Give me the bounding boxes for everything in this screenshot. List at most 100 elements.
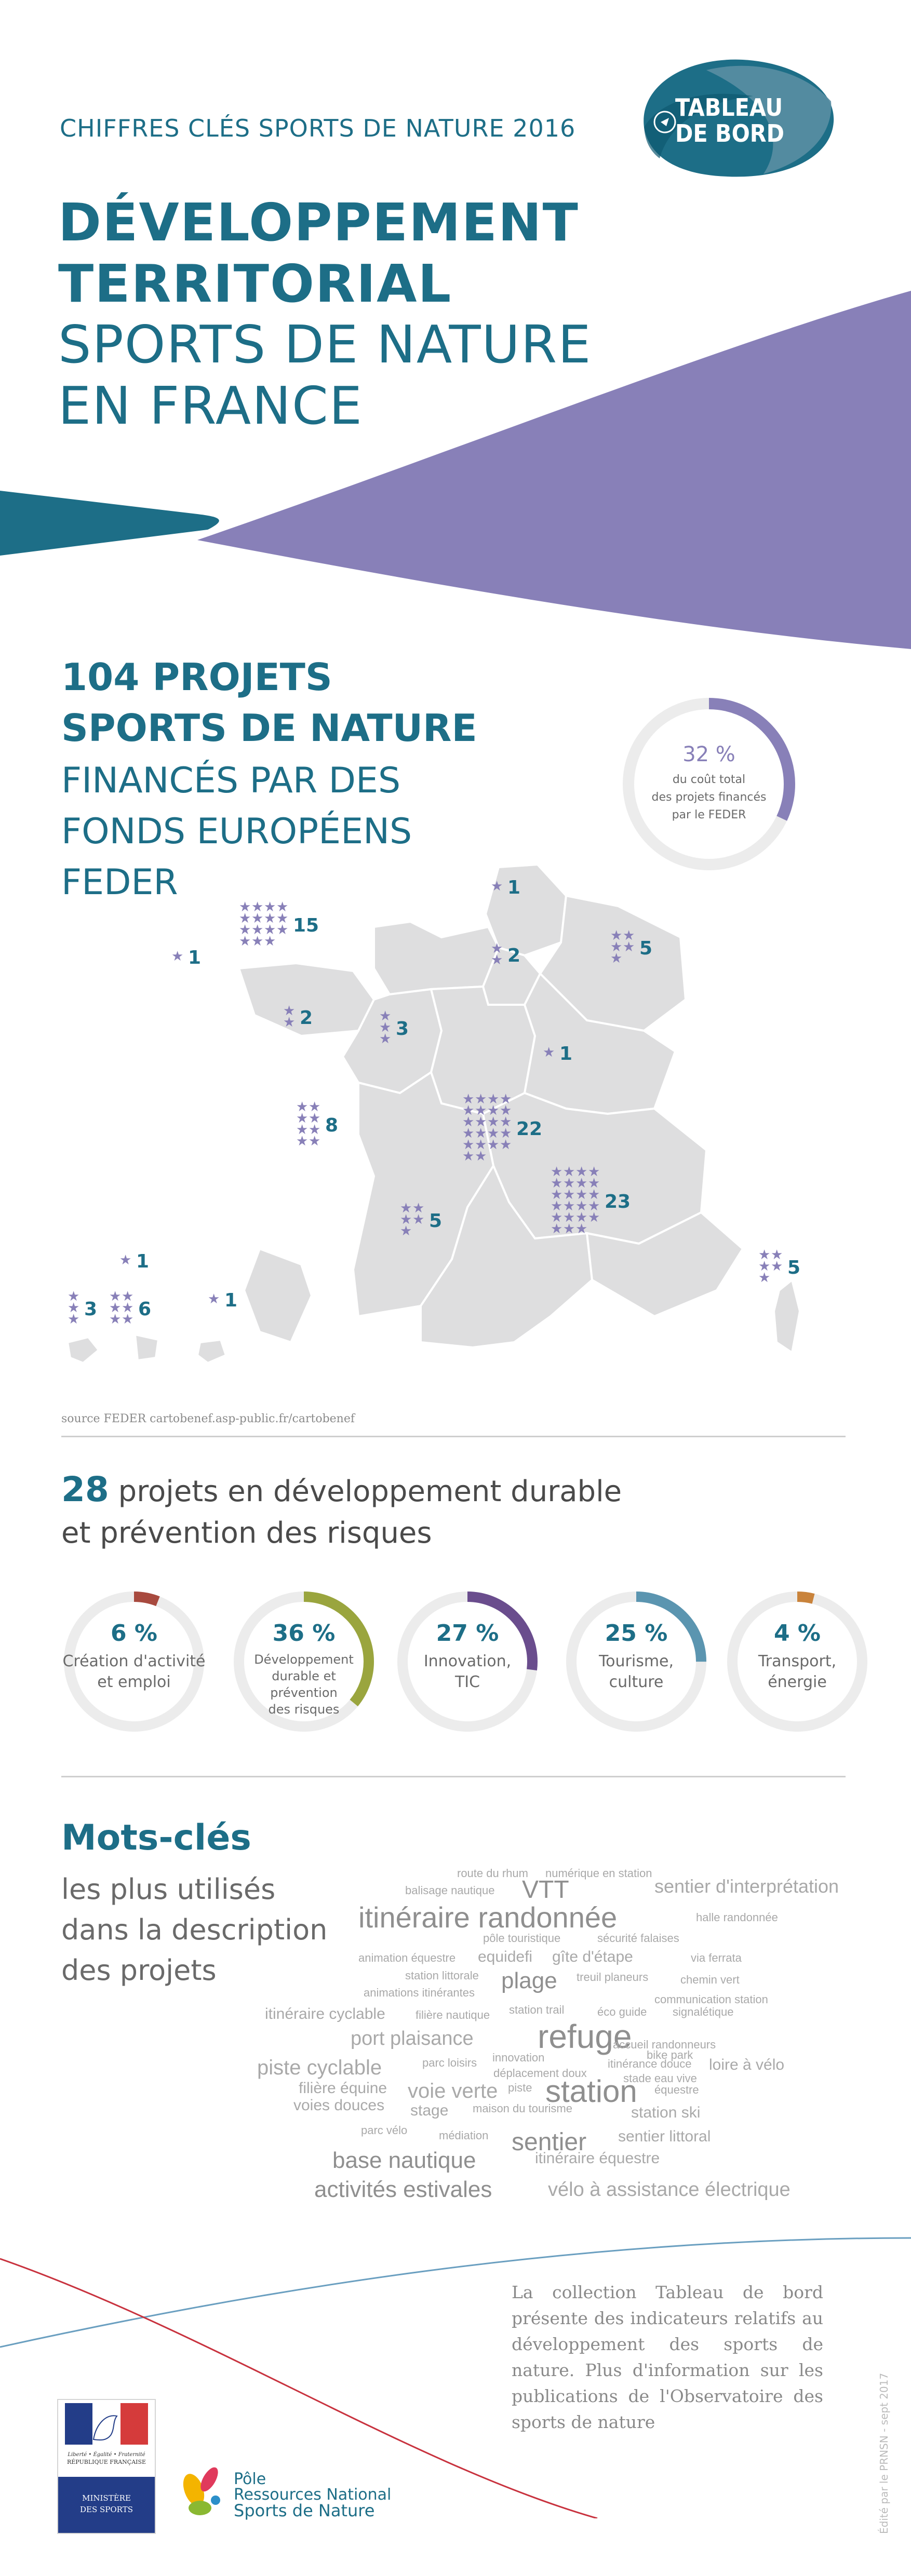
- star-icon: ★: [122, 1300, 133, 1316]
- star-icon: ★: [575, 1210, 587, 1225]
- star-icon: ★: [500, 1091, 512, 1107]
- star-icon: ★: [475, 1149, 487, 1164]
- keyword: VTT: [522, 1876, 569, 1904]
- star-icon: ★: [462, 1137, 474, 1153]
- region-count: 1: [188, 947, 201, 968]
- star-icon: ★: [264, 899, 276, 915]
- durable-donut: [64, 1592, 204, 1732]
- star-icon: ★: [309, 1111, 320, 1126]
- durable-pct: 6 %: [110, 1620, 158, 1647]
- region-count: 5: [639, 938, 652, 959]
- star-icon: ★: [475, 1103, 487, 1118]
- star-icon: ★: [487, 1114, 499, 1130]
- keyword: plage: [501, 1968, 557, 1993]
- keyword: station ski: [631, 2104, 701, 2121]
- keywords-subtitle: les plus utilisés dans la description de…: [61, 1873, 328, 1987]
- durable-headline-line2: et prévention des risques: [61, 1516, 432, 1550]
- keyword: signalétique: [673, 2005, 734, 2018]
- durable-pct: 4 %: [773, 1620, 821, 1647]
- keyword: via ferrata: [691, 1951, 742, 1964]
- feder-share-caption: du coût total des projets financés par l…: [651, 773, 767, 821]
- region-count: 15: [293, 915, 319, 936]
- star-icon: ★: [758, 1247, 770, 1263]
- keyword: loire à vélo: [709, 2056, 785, 2073]
- keyword: voies douces: [293, 2097, 385, 2114]
- map-marker: ★ ★ ★ ★★ ★ ★ ★★ ★ ★ ★★ ★ ★15: [239, 899, 319, 949]
- star-icon: ★: [296, 1099, 308, 1115]
- star-icon: ★: [462, 1091, 474, 1107]
- star-icon: ★: [500, 1103, 512, 1118]
- star-icon: ★: [379, 1020, 391, 1035]
- star-icon: ★: [296, 1111, 308, 1126]
- star-icon: ★: [551, 1221, 562, 1237]
- map-source: source FEDER cartobenef.asp-public.fr/ca…: [61, 1412, 355, 1425]
- durable-donut: [397, 1592, 538, 1732]
- keyword: station trail: [509, 2003, 565, 2016]
- keyword: stage: [410, 2102, 449, 2119]
- region-count: 5: [787, 1257, 800, 1278]
- keyword: station: [545, 2074, 637, 2109]
- map-marker: ★ ★★ ★★ ★ 6: [109, 1289, 151, 1327]
- star-icon: ★: [588, 1198, 600, 1214]
- keyword: itinéraire randonnée: [358, 1901, 618, 1934]
- feder-share-donut: [623, 698, 795, 870]
- ministere-rf: RÉPUBLIQUE FRANÇAISE: [66, 2459, 146, 2465]
- star-icon: ★: [575, 1221, 587, 1237]
- star-icon: ★: [563, 1210, 575, 1225]
- region-guadeloupe: [68, 1336, 100, 1365]
- keyword: sentier littoral: [618, 2128, 711, 2145]
- star-icon: ★: [276, 899, 288, 915]
- map-marker: ★ ★ ★ ★★ ★ ★ ★★ ★ ★ ★★ ★ ★ ★★ ★ ★ ★★ ★ ★23: [551, 1164, 631, 1237]
- durable-donut: [566, 1592, 706, 1732]
- star-icon: ★: [475, 1126, 487, 1141]
- star-icon: ★: [251, 911, 263, 926]
- star-icon: ★: [588, 1187, 600, 1203]
- star-icon: ★: [239, 934, 251, 949]
- footer-lines: [0, 2237, 911, 2518]
- keyword: parc vélo: [361, 2124, 408, 2137]
- region-hauts-de-france: [484, 865, 568, 957]
- star-icon: ★: [487, 1137, 499, 1153]
- keyword: refuge: [538, 2018, 632, 2055]
- keyword: gîte d'étape: [552, 1948, 633, 1965]
- star-icon: ★: [239, 922, 251, 938]
- star-icon: ★: [283, 1003, 295, 1019]
- durable-donut: [234, 1592, 374, 1732]
- keyword: pôle touristique: [483, 1932, 561, 1945]
- keyword: éco guide: [597, 2005, 647, 2018]
- durable-headline: 28 projets en développement durable: [61, 1469, 622, 1509]
- keyword: stade eau vive: [623, 2072, 697, 2085]
- star-icon: ★: [68, 1289, 79, 1304]
- durable-headline-rest: projets en développement durable: [118, 1475, 622, 1508]
- durable-label: Transport, énergie: [758, 1652, 837, 1691]
- star-icon: ★: [122, 1312, 133, 1327]
- star-icon: ★: [575, 1198, 587, 1214]
- map-marker: ★ ★★ ★★ ★★ ★8: [296, 1099, 338, 1149]
- star-icon: ★: [68, 1300, 79, 1316]
- region-count: 5: [429, 1210, 442, 1232]
- keyword: station littorale: [405, 1969, 479, 1982]
- keyword: sécurité falaises: [597, 1932, 679, 1945]
- star-icon: ★: [309, 1099, 320, 1115]
- keyword: déplacement doux: [493, 2067, 587, 2080]
- star-icon: ★: [588, 1210, 600, 1225]
- star-icon: ★: [276, 922, 288, 938]
- region-guyane: [243, 1247, 313, 1344]
- keyword: médiation: [439, 2129, 489, 2142]
- map-marker: ★★★ 3: [68, 1289, 97, 1327]
- star-icon: ★: [462, 1114, 474, 1130]
- ministere-label: MINISTÈRE DES SPORTS: [80, 2493, 133, 2514]
- prn-logo-icon: [183, 2467, 220, 2515]
- star-icon: ★: [109, 1300, 121, 1316]
- star-icon: ★: [400, 1201, 412, 1216]
- star-icon: ★: [575, 1187, 587, 1203]
- star-icon: ★: [379, 1008, 391, 1024]
- star-icon: ★: [68, 1312, 79, 1327]
- keyword: halle randonnée: [696, 1911, 778, 1924]
- region-count: 2: [300, 1007, 313, 1029]
- star-icon: ★: [575, 1164, 587, 1180]
- keyword: itinéraire cyclable: [265, 2005, 385, 2022]
- ministere-band: [58, 2477, 155, 2533]
- region-reunion: [196, 1338, 227, 1365]
- region-corse: [772, 1278, 801, 1355]
